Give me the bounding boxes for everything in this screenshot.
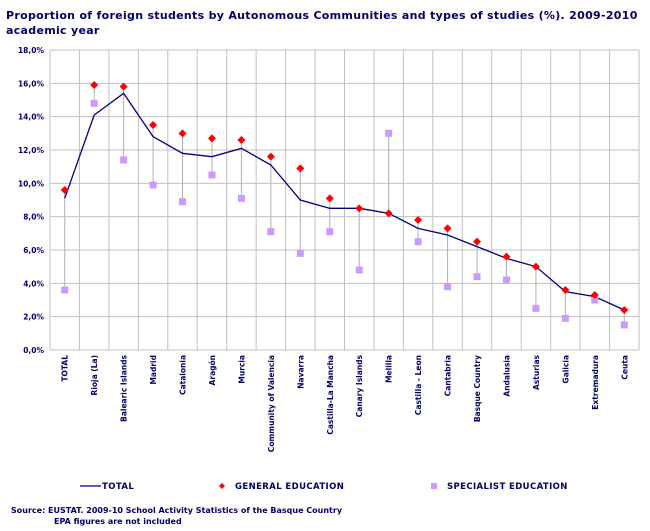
x-category-label: Castilla - Leon [414, 355, 423, 415]
x-category-label: Rioja (La) [90, 355, 99, 395]
marker-specialist-education [385, 129, 393, 137]
legend-specialist-swatch [431, 483, 437, 489]
marker-specialist-education [296, 249, 304, 257]
legend-general-swatch [219, 483, 225, 489]
x-category-label: Murcia [237, 355, 246, 384]
marker-general-education [207, 134, 216, 143]
source-note: Source: EUSTAT. 2009-10 School Activity … [11, 506, 343, 515]
marker-general-education [237, 136, 246, 144]
marker-general-education [590, 291, 599, 299]
marker-specialist-education [326, 228, 334, 236]
x-category-label: Basque Country [473, 355, 482, 422]
marker-general-education [266, 152, 275, 161]
x-category-label: Aragón [208, 355, 217, 385]
marker-general-education [473, 237, 482, 246]
x-category-label: TOTAL [61, 355, 70, 382]
x-category-label: Catalonia [179, 355, 188, 395]
marker-general-education [325, 194, 334, 203]
y-axis-ticks: 0,0% 2,0% 4,0% 6,0% 8,0% 10,0% 12,0% 14,0% 16,0%… [18, 46, 45, 355]
marker-specialist-education [532, 304, 540, 312]
marker-specialist-education [414, 238, 422, 246]
source-note-2: EPA figures are not included [54, 517, 182, 526]
marker-general-education [384, 209, 393, 218]
y-tick-label: 16,0% [18, 79, 45, 88]
x-category-label: Madrid [149, 355, 158, 385]
y-tick-label: 4,0% [23, 279, 44, 288]
marker-general-education [178, 129, 187, 138]
x-axis-categories: TOTAL Rioja (La) Balearic Islands Madrid Cat… [61, 354, 630, 452]
y-tick-label: 8,0% [23, 213, 44, 222]
marker-specialist-education [267, 228, 275, 236]
marker-general-education [561, 286, 570, 294]
grid [49, 49, 640, 351]
marker-specialist-education [237, 194, 245, 202]
marker-general-education [119, 82, 128, 91]
marker-general-education [90, 81, 99, 89]
marker-general-education [620, 306, 629, 314]
high-low-lines [64, 85, 625, 325]
marker-general-education [355, 204, 364, 213]
x-category-label: Ceuta [620, 355, 629, 380]
marker-specialist-education [179, 198, 187, 206]
marker-specialist-education [473, 273, 481, 281]
y-tick-label: 18,0% [18, 46, 45, 55]
series-lines [64, 92, 625, 311]
marker-specialist-education [444, 283, 452, 291]
legend-specialist-label: SPECIALIST EDUCATION [447, 482, 568, 492]
legend-total-label: TOTAL [102, 482, 134, 492]
x-category-label: Canary Islands [355, 354, 364, 417]
marker-specialist-education [149, 181, 157, 189]
series-markers [60, 81, 629, 329]
legend-general-label: GENERAL EDUCATION [235, 482, 344, 492]
marker-specialist-education [561, 314, 569, 322]
y-tick-label: 12,0% [18, 146, 45, 155]
marker-specialist-education [90, 99, 98, 107]
marker-specialist-education [620, 321, 628, 329]
y-tick-label: 10,0% [18, 179, 45, 188]
x-category-label: Community of Valencia [267, 355, 276, 452]
marker-general-education [502, 252, 511, 261]
marker-general-education [414, 216, 423, 224]
marker-specialist-education [208, 171, 216, 179]
series-line-total [64, 92, 625, 311]
marker-specialist-education [355, 266, 363, 274]
x-category-label: Cantabria [444, 355, 453, 396]
marker-specialist-education [61, 286, 69, 294]
marker-specialist-education [120, 156, 128, 164]
marker-specialist-education [591, 296, 599, 304]
y-tick-label: 14,0% [18, 113, 45, 122]
y-tick-label: 2,0% [23, 313, 44, 322]
x-category-label: Navarra [296, 355, 305, 389]
x-category-label: Castilla-La Mancha [326, 355, 335, 435]
x-category-label: Andalusia [502, 355, 511, 397]
marker-general-education [443, 224, 452, 233]
x-category-label: Extremadura [591, 355, 600, 410]
x-category-label: Galicia [561, 355, 570, 383]
y-tick-label: 0,0% [23, 346, 44, 355]
chart-title: Proportion of foreign students by Autono… [6, 9, 638, 37]
x-category-label: Melilla [385, 355, 394, 383]
legend: TOTAL GENERAL EDUCATION SPECIALIST EDUCA… [80, 482, 568, 492]
y-tick-label: 6,0% [23, 246, 44, 255]
x-category-label: Balearic Islands [120, 354, 129, 421]
marker-general-education [296, 164, 305, 173]
marker-general-education [60, 186, 69, 194]
marker-specialist-education [502, 276, 510, 284]
marker-general-education [149, 121, 158, 129]
marker-general-education [531, 262, 540, 271]
x-category-label: Asturias [532, 354, 541, 390]
